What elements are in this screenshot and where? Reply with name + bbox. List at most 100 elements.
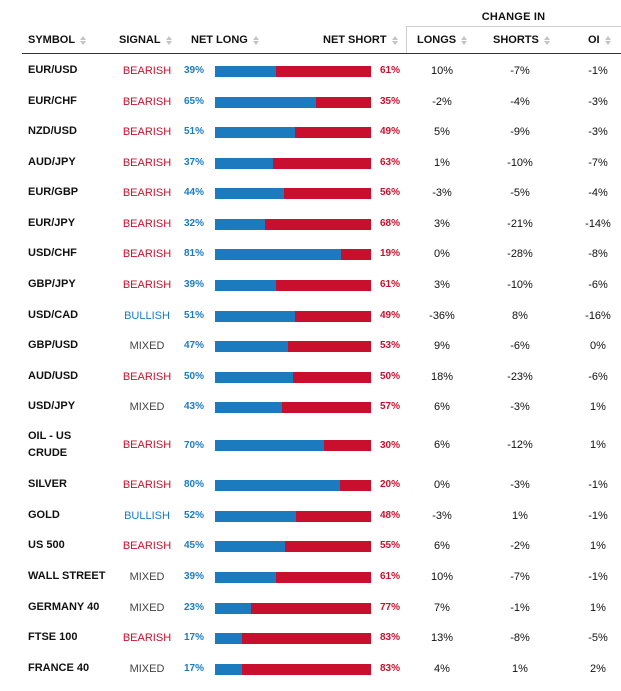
net-long-value: 44% (183, 187, 204, 198)
change-longs-cell: -2% (432, 95, 452, 108)
symbol-cell[interactable]: GBP/JPY (28, 278, 76, 290)
symbol-cell[interactable]: FRANCE 40 (28, 662, 90, 674)
net-short-value: 77% (380, 602, 401, 613)
table-row[interactable]: EUR/USD BEARISH 39% 61% 10% -7% -1% (0, 55, 621, 86)
symbol-cell[interactable]: AUD/USD (28, 370, 79, 382)
table-row[interactable]: AUD/USD BEARISH 50% 50% 18% -23% -6% (0, 361, 621, 392)
net-long-bar (215, 510, 297, 522)
column-header-oi[interactable]: OI (588, 27, 611, 53)
sentiment-bar (215, 218, 371, 230)
sentiment-bar (215, 540, 371, 552)
net-short-value: 30% (380, 439, 401, 451)
table-row[interactable]: NZD/USD BEARISH 51% 49% 5% -9% -3% (0, 116, 621, 147)
table-row[interactable]: EUR/CHF BEARISH 65% 35% -2% -4% -3% (0, 86, 621, 117)
table-row[interactable]: US 500 BEARISH 45% 55% 6% -2% 1% (0, 530, 621, 561)
net-short-value: 83% (380, 663, 401, 674)
net-long-value: 39% (183, 571, 204, 582)
symbol-cell[interactable]: WALL STREET (28, 570, 106, 582)
sort-arrows-icon[interactable] (80, 35, 87, 45)
change-shorts-cell: -8% (510, 631, 530, 644)
column-header-label: NET SHORT (323, 34, 387, 46)
change-longs-cell: 6% (434, 539, 450, 552)
signal-cell: BEARISH (122, 156, 172, 169)
change-shorts-cell: -7% (510, 570, 530, 583)
sentiment-bar (215, 663, 371, 675)
symbol-cell[interactable]: SILVER (28, 478, 67, 490)
sort-arrows-icon[interactable] (252, 35, 259, 45)
net-short-bar (324, 440, 371, 451)
table-row[interactable]: AUD/JPY BEARISH 37% 63% 1% -10% -7% (0, 147, 621, 178)
table-row[interactable]: USD/CAD BULLISH 51% 49% -36% 8% -16% (0, 300, 621, 331)
net-long-bar (215, 479, 340, 491)
symbol-cell[interactable]: EUR/JPY (28, 217, 76, 229)
symbol-cell[interactable]: USD/JPY (28, 400, 76, 412)
column-header-symbol[interactable]: SYMBOL (28, 27, 87, 53)
sort-arrows-icon[interactable] (543, 35, 550, 45)
symbol-cell[interactable]: NZD/USD (28, 125, 77, 137)
change-shorts-cell: -4% (510, 95, 530, 108)
symbol-cell[interactable]: USD/CHF (28, 247, 77, 259)
symbol-cell[interactable]: FTSE 100 (28, 631, 78, 643)
symbol-cell[interactable]: EUR/GBP (28, 186, 79, 198)
change-oi-cell: -7% (588, 156, 608, 169)
sort-arrows-icon[interactable] (165, 35, 172, 45)
column-header-shorts[interactable]: SHORTS (493, 27, 550, 53)
change-longs-cell: -3% (432, 186, 452, 199)
table-row[interactable]: FTSE 100 BEARISH 17% 83% 13% -8% -5% (0, 622, 621, 653)
signal-cell: BEARISH (122, 478, 172, 491)
table-row[interactable]: USD/JPY MIXED 43% 57% 6% -3% 1% (0, 391, 621, 422)
symbol-cell[interactable]: EUR/USD (28, 64, 78, 76)
signal-cell: BEARISH (122, 247, 172, 260)
change-longs-cell: 18% (430, 370, 454, 383)
symbol-cell[interactable]: GBP/USD (28, 339, 79, 351)
sentiment-bar (215, 157, 371, 169)
sort-arrows-icon[interactable] (391, 35, 398, 45)
net-long-bar (215, 310, 295, 322)
table-row[interactable]: FRANCE 40 MIXED 17% 83% 4% 1% 2% (0, 653, 621, 684)
table-row[interactable]: SILVER BEARISH 80% 20% 0% -3% -1% (0, 469, 621, 500)
symbol-cell[interactable]: US 500 (28, 539, 65, 551)
table-row[interactable]: WALL STREET MIXED 39% 61% 10% -7% -1% (0, 561, 621, 592)
net-short-value: 53% (380, 340, 401, 351)
sort-arrows-icon[interactable] (604, 35, 611, 45)
change-oi-cell: 1% (590, 400, 606, 413)
sentiment-bar (215, 96, 371, 108)
table-row[interactable]: GBP/USD MIXED 47% 53% 9% -6% 0% (0, 330, 621, 361)
sort-arrows-icon[interactable] (461, 35, 468, 45)
signal-cell: BEARISH (122, 186, 172, 199)
change-longs-cell: -3% (432, 509, 452, 522)
signal-cell: BULLISH (124, 509, 170, 522)
change-shorts-cell: -6% (510, 339, 530, 352)
symbol-cell[interactable]: AUD/JPY (28, 156, 76, 168)
table-row[interactable]: GERMANY 40 MIXED 23% 77% 7% -1% 1% (0, 592, 621, 623)
change-longs-cell: 3% (434, 278, 450, 291)
change-longs-cell: 0% (434, 247, 450, 260)
table-row[interactable]: OIL - US CRUDE BEARISH 70% 30% 6% -12% 1% (0, 423, 621, 467)
symbol-cell[interactable]: GERMANY 40 (28, 601, 100, 613)
net-short-bar (294, 126, 371, 138)
table-row[interactable]: GOLD BULLISH 52% 48% -3% 1% -1% (0, 500, 621, 531)
signal-cell: BEARISH (122, 631, 172, 644)
column-header-net-short[interactable]: NET SHORT (323, 27, 398, 53)
column-header-net-long[interactable]: NET LONG (191, 27, 259, 53)
table-row[interactable]: GBP/JPY BEARISH 39% 61% 3% -10% -6% (0, 269, 621, 300)
symbol-cell[interactable]: USD/CAD (28, 309, 79, 321)
net-short-value: 49% (380, 126, 401, 137)
net-long-value: 17% (183, 632, 204, 643)
change-shorts-cell: -2% (510, 539, 530, 552)
symbol-cell[interactable]: EUR/CHF (28, 95, 77, 107)
net-short-bar (293, 371, 371, 383)
net-short-bar (294, 310, 371, 322)
table-row[interactable]: EUR/JPY BEARISH 32% 68% 3% -21% -14% (0, 208, 621, 239)
symbol-cell[interactable]: OIL - US CRUDE (28, 430, 72, 459)
column-header-signal[interactable]: SIGNAL (119, 27, 172, 53)
net-long-value: 23% (183, 602, 204, 613)
net-long-bar (215, 371, 293, 383)
symbol-cell[interactable]: GOLD (28, 509, 60, 521)
table-row[interactable]: EUR/GBP BEARISH 44% 56% -3% -5% -4% (0, 177, 621, 208)
sentiment-bar (215, 126, 371, 138)
table-row[interactable]: USD/CHF BEARISH 81% 19% 0% -28% -8% (0, 238, 621, 269)
net-long-value: 51% (183, 310, 204, 321)
column-header-longs[interactable]: LONGS (417, 27, 468, 53)
net-long-bar (215, 279, 276, 291)
